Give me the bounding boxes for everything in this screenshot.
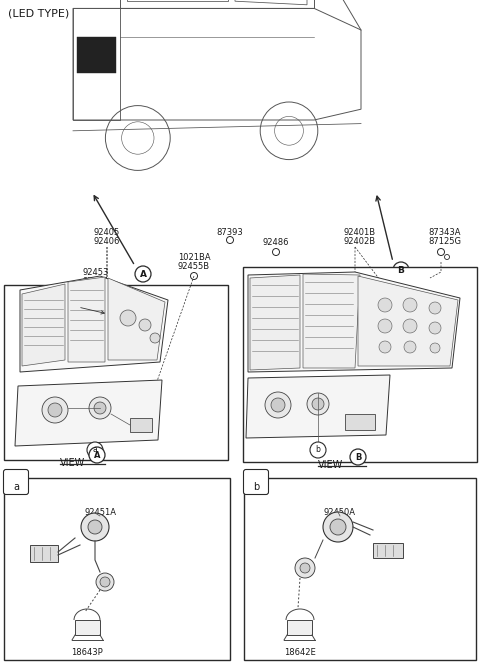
Circle shape: [379, 341, 391, 353]
Circle shape: [139, 319, 151, 331]
Text: 92401B: 92401B: [344, 228, 376, 237]
Circle shape: [271, 398, 285, 412]
Polygon shape: [250, 275, 300, 370]
Circle shape: [295, 558, 315, 578]
Text: B: B: [397, 266, 405, 274]
Circle shape: [273, 248, 279, 256]
Circle shape: [300, 563, 310, 573]
Text: 92450A: 92450A: [324, 508, 356, 517]
Text: 18643P: 18643P: [71, 648, 103, 657]
Text: 18642E: 18642E: [284, 648, 316, 657]
Text: 92454: 92454: [83, 277, 109, 286]
Bar: [4, 285, 228, 460]
Text: 87125G: 87125G: [429, 237, 461, 246]
Bar: [243, 267, 477, 462]
Polygon shape: [20, 276, 168, 372]
Circle shape: [393, 262, 409, 278]
FancyBboxPatch shape: [243, 469, 268, 495]
Circle shape: [403, 319, 417, 333]
Polygon shape: [358, 276, 458, 366]
Text: 92402B: 92402B: [344, 237, 376, 246]
Polygon shape: [68, 277, 105, 362]
Circle shape: [87, 442, 103, 458]
Circle shape: [312, 398, 324, 410]
FancyBboxPatch shape: [3, 469, 28, 495]
Polygon shape: [75, 620, 100, 635]
Circle shape: [437, 248, 444, 256]
Circle shape: [378, 298, 392, 312]
Circle shape: [96, 573, 114, 591]
Circle shape: [310, 442, 326, 458]
Circle shape: [88, 520, 102, 534]
Polygon shape: [248, 272, 460, 372]
Polygon shape: [287, 620, 312, 635]
Circle shape: [42, 397, 68, 423]
Circle shape: [307, 393, 329, 415]
Bar: [244, 478, 476, 660]
Polygon shape: [15, 380, 162, 446]
Circle shape: [89, 447, 105, 463]
Circle shape: [135, 266, 151, 282]
Polygon shape: [22, 284, 65, 366]
Text: B: B: [355, 452, 361, 461]
Text: 92451A: 92451A: [84, 508, 116, 517]
Polygon shape: [303, 274, 360, 368]
Circle shape: [150, 333, 160, 343]
Circle shape: [100, 577, 110, 587]
Polygon shape: [373, 543, 403, 558]
Text: VIEW: VIEW: [318, 460, 343, 470]
Circle shape: [403, 298, 417, 312]
Circle shape: [227, 236, 233, 244]
Text: a: a: [13, 482, 19, 492]
Text: b: b: [315, 446, 321, 454]
Circle shape: [330, 519, 346, 535]
Text: 92406: 92406: [94, 237, 120, 246]
Circle shape: [323, 512, 353, 542]
Bar: [130, 418, 152, 432]
Polygon shape: [246, 375, 390, 438]
Circle shape: [404, 341, 416, 353]
Polygon shape: [30, 545, 58, 562]
Text: A: A: [140, 270, 146, 278]
Circle shape: [430, 343, 440, 353]
Polygon shape: [77, 37, 116, 73]
Text: 92486: 92486: [263, 238, 289, 247]
Circle shape: [444, 254, 449, 260]
Circle shape: [429, 322, 441, 334]
Circle shape: [48, 403, 62, 417]
Circle shape: [94, 402, 106, 414]
Bar: [345, 414, 375, 430]
Circle shape: [81, 513, 109, 541]
Text: 87393: 87393: [216, 228, 243, 237]
Text: a: a: [93, 446, 97, 454]
Text: VIEW: VIEW: [60, 458, 85, 468]
Text: b: b: [253, 482, 259, 492]
Circle shape: [350, 449, 366, 465]
Text: A: A: [94, 450, 100, 459]
Text: 92453: 92453: [83, 268, 109, 277]
Bar: [4, 478, 230, 660]
Text: 92455B: 92455B: [178, 262, 210, 271]
Text: 92405: 92405: [94, 228, 120, 237]
Text: 1021BA: 1021BA: [178, 253, 210, 262]
Circle shape: [89, 397, 111, 419]
Text: (LED TYPE): (LED TYPE): [8, 8, 69, 18]
Circle shape: [429, 302, 441, 314]
Text: 87343A: 87343A: [429, 228, 461, 237]
Circle shape: [120, 310, 136, 326]
Polygon shape: [108, 278, 165, 360]
Circle shape: [265, 392, 291, 418]
Circle shape: [191, 272, 197, 280]
Circle shape: [378, 319, 392, 333]
